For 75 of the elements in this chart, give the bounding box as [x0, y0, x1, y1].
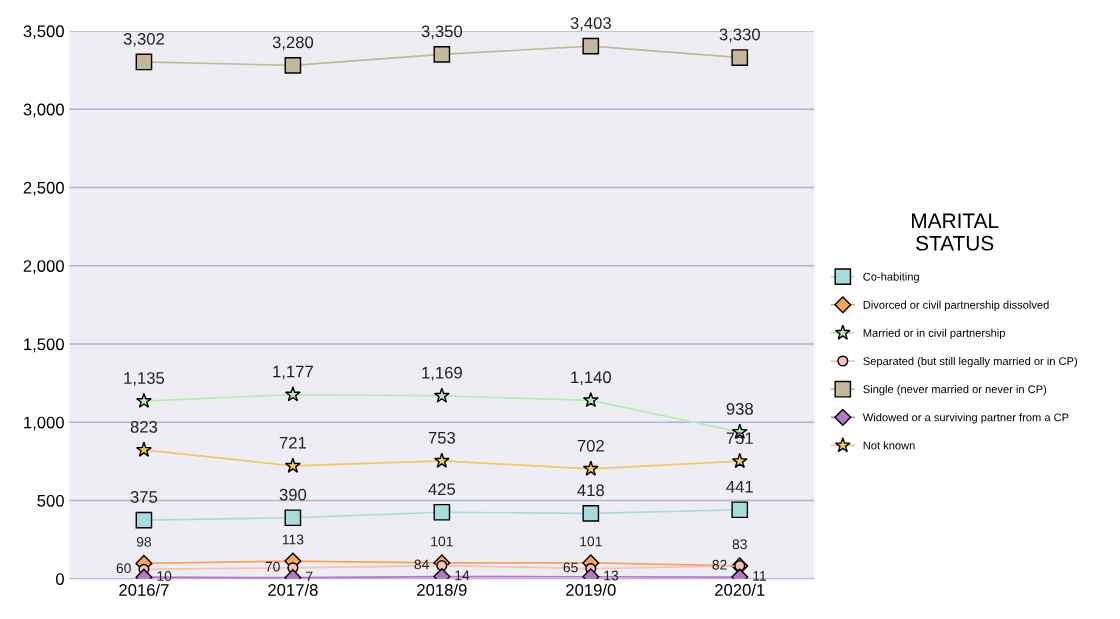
- data-label: 375: [130, 491, 158, 503]
- x-tick-label: 2020/1: [715, 583, 765, 596]
- data-label: 441: [726, 480, 753, 493]
- legend-label: Separated (but still legally married or in CP): [863, 356, 1078, 368]
- point: [731, 452, 748, 469]
- data-label: 823: [130, 420, 158, 433]
- data-label: 3,350: [421, 25, 463, 40]
- data-label: 418: [577, 484, 604, 497]
- data-label: 113: [282, 534, 304, 545]
- legend-label: Co-habiting: [863, 272, 919, 283]
- point: [433, 387, 450, 403]
- point: [433, 46, 451, 63]
- y-tick-label: 500: [37, 494, 64, 507]
- data-label: 14: [455, 570, 470, 581]
- point: [582, 391, 599, 408]
- point: [284, 57, 302, 74]
- data-label: 65: [563, 562, 578, 573]
- point: [284, 386, 301, 402]
- data-label: 82: [712, 559, 727, 570]
- data-label: 753: [428, 431, 456, 444]
- x-tick-label: 2018/9: [417, 583, 467, 596]
- legend-label: Single (never married or never in CP): [863, 385, 1047, 396]
- y-tick-label: 0: [55, 573, 64, 585]
- data-label: 3,280: [272, 36, 314, 51]
- data-label: 702: [577, 439, 604, 452]
- data-label: 721: [279, 436, 306, 449]
- point: [731, 49, 749, 66]
- point: [582, 37, 600, 55]
- data-label: 10: [157, 571, 172, 581]
- legend-label: Widowed or a surviving partner from a CP: [862, 413, 1069, 424]
- data-label: 84: [414, 559, 429, 570]
- point: [731, 501, 749, 519]
- x-tick-label: 2016/7: [119, 583, 169, 596]
- data-label: 1,135: [124, 372, 165, 386]
- data-label: 11: [753, 571, 767, 581]
- data-label: 938: [726, 402, 753, 415]
- y-tick-label: 2,000: [23, 260, 64, 274]
- point: [135, 53, 153, 71]
- data-label: 98: [136, 536, 152, 547]
- legend-title: MARITAL STATUS: [912, 213, 999, 251]
- point: [582, 505, 600, 522]
- data-label: 3,403: [570, 17, 611, 31]
- point: [433, 503, 451, 521]
- data-label: 1,177: [273, 365, 313, 380]
- y-tick-label: 1,500: [24, 338, 64, 353]
- data-label: 1,140: [571, 371, 611, 386]
- data-label: 101: [431, 536, 453, 547]
- data-label: 390: [279, 488, 307, 501]
- point: [433, 452, 450, 468]
- point: [135, 511, 153, 529]
- y-tick-label: 3,500: [23, 25, 64, 40]
- data-label: 7: [306, 571, 313, 582]
- point: [284, 457, 301, 473]
- point: [582, 460, 599, 476]
- data-label: 13: [604, 570, 619, 581]
- y-tick-label: 3,000: [23, 103, 64, 118]
- point: [284, 509, 302, 527]
- legend-label: Married or in civil partnership: [863, 328, 1005, 340]
- x-tick-label: 2019/0: [566, 583, 616, 596]
- point: [135, 441, 152, 457]
- data-label: 83: [732, 539, 747, 550]
- x-tick-label: 2017/8: [268, 583, 318, 596]
- data-label: 751: [726, 432, 753, 445]
- data-label: 60: [116, 563, 131, 574]
- data-label: 425: [428, 483, 456, 496]
- data-label: 1,169: [422, 366, 462, 381]
- data-label: 3,302: [123, 32, 164, 47]
- y-tick-label: 2,500: [23, 181, 64, 196]
- data-label: 3,330: [719, 28, 760, 43]
- point: [135, 392, 152, 408]
- y-tick-label: 1,000: [24, 416, 64, 431]
- legend-label: Not known: [863, 441, 915, 450]
- data-label: 101: [580, 536, 602, 547]
- data-label: 70: [265, 561, 280, 572]
- legend-label: Divorced or civil partnership dissolved: [863, 300, 1049, 311]
